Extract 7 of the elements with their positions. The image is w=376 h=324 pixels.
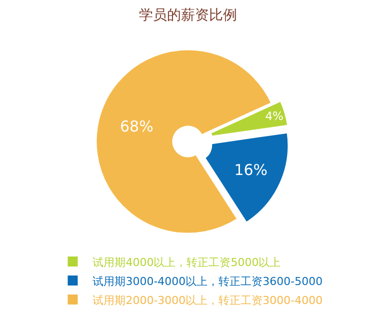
legend-label: 试用期4000以上，转正工资5000以上 — [92, 256, 281, 269]
data-label: 16% — [234, 161, 268, 180]
data-label: 4% — [265, 108, 284, 123]
legend-label: 试用期2000-3000以上，转正工资3000-4000 — [92, 294, 323, 307]
data-label: 68% — [120, 117, 154, 136]
chart-title: 学员的薪资比例 — [139, 8, 237, 24]
legend-label: 试用期3000-4000以上，转正工资3600-5000 — [92, 274, 323, 288]
